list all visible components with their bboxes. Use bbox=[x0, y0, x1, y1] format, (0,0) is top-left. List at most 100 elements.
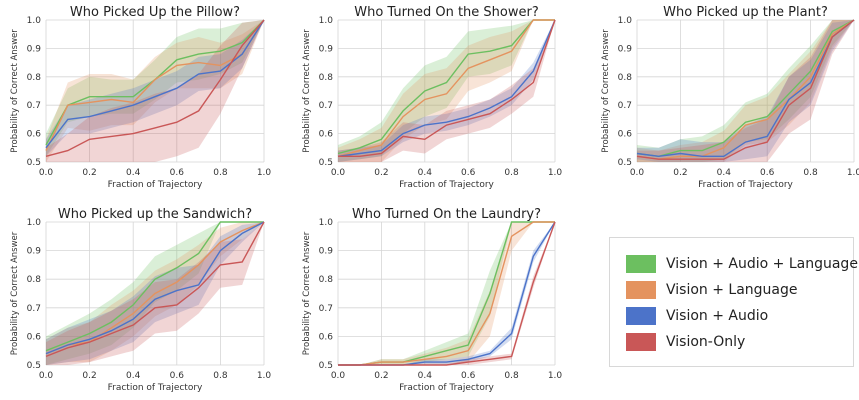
line-vision-language bbox=[45, 221, 265, 355]
series-lines bbox=[45, 221, 265, 358]
y-tick-label: 0.9 bbox=[27, 247, 42, 257]
x-tick-label: 0.2 bbox=[374, 371, 388, 381]
y-tick-label: 1.0 bbox=[319, 16, 334, 26]
y-tick-label: 0.6 bbox=[319, 130, 334, 140]
y-tick-label: 1.0 bbox=[618, 16, 633, 26]
x-tick-label: 0.6 bbox=[170, 371, 185, 381]
legend-swatch-vision-only bbox=[626, 333, 656, 351]
confidence-bands bbox=[637, 20, 854, 162]
y-tick-label: 0.5 bbox=[319, 158, 333, 168]
y-tick-label: 0.9 bbox=[319, 247, 334, 257]
y-tick-label: 0.7 bbox=[618, 101, 632, 111]
x-tick-label: 0.4 bbox=[418, 371, 433, 381]
legend-label-vision-language: Vision + Language bbox=[666, 282, 798, 298]
x-tick-label: 1.0 bbox=[548, 371, 563, 381]
legend-swatch-vision-language bbox=[626, 281, 656, 299]
line-vision-language bbox=[338, 221, 555, 366]
x-tick-label: 0.6 bbox=[461, 371, 476, 381]
y-axis-label: Probability of Correct Answer bbox=[10, 29, 20, 153]
x-tick-label: 0.2 bbox=[82, 371, 96, 381]
band-vision-only bbox=[637, 20, 854, 162]
band-vision-audio-language bbox=[46, 20, 264, 157]
y-tick-label: 0.8 bbox=[319, 275, 334, 285]
chart-panel-1: 0.0 0.2 0.4 0.6 0.8 1.0 0.5 0.6 0.7 0.8 0.9 1.0 Who … bbox=[10, 5, 271, 190]
x-tick-label: 0.6 bbox=[760, 168, 775, 178]
y-tick-label: 0.8 bbox=[319, 73, 334, 83]
x-axis-label: Fraction of Trajectory bbox=[399, 180, 494, 190]
series-lines bbox=[636, 19, 855, 160]
chart-panel-5: 0.0 0.2 0.4 0.6 0.8 1.0 0.5 0.6 0.7 0.8 0.9 1.0 Who … bbox=[302, 207, 562, 393]
y-tick-label: 0.6 bbox=[618, 130, 633, 140]
x-tick-label: 0.0 bbox=[331, 168, 346, 178]
legend-item-vision-only: Vision-Only bbox=[626, 331, 745, 353]
legend-label-vision-only: Vision-Only bbox=[666, 334, 746, 350]
x-tick-label: 0.6 bbox=[170, 168, 185, 178]
chart-title: Who Picked up the Sandwich? bbox=[58, 207, 252, 222]
series-lines bbox=[337, 19, 556, 158]
chart-panel-4: 0.0 0.2 0.4 0.6 0.8 1.0 0.5 0.6 0.7 0.8 0.9 1.0 Who … bbox=[10, 207, 271, 393]
legend-item-vision-audio-language: Vision + Audio + Language bbox=[626, 253, 858, 275]
line-vision-language bbox=[337, 19, 555, 157]
y-tick-label: 0.7 bbox=[319, 101, 333, 111]
line-vision-language bbox=[636, 19, 855, 160]
series-lines bbox=[45, 19, 265, 157]
chart-title: Who Picked Up the Pillow? bbox=[70, 5, 240, 20]
x-tick-label: 0.4 bbox=[418, 168, 433, 178]
y-tick-label: 0.8 bbox=[27, 73, 42, 83]
line-vision-audio-language bbox=[636, 19, 855, 158]
line-vision-audio-language bbox=[337, 19, 555, 155]
confidence-bands bbox=[46, 20, 264, 162]
x-tick-label: 0.8 bbox=[803, 168, 818, 178]
line-vision-audio bbox=[636, 19, 855, 158]
y-tick-label: 1.0 bbox=[27, 16, 42, 26]
x-tick-label: 0.0 bbox=[39, 168, 54, 178]
x-tick-label: 0.4 bbox=[126, 168, 141, 178]
x-tick-label: 0.0 bbox=[39, 371, 54, 381]
x-tick-label: 0.8 bbox=[213, 168, 228, 178]
line-vision-only bbox=[45, 221, 265, 358]
legend-item-vision-audio: Vision + Audio bbox=[626, 305, 768, 327]
x-tick-label: 0.4 bbox=[717, 168, 732, 178]
x-tick-label: 0.4 bbox=[126, 371, 141, 381]
x-tick-label: 0.8 bbox=[213, 371, 228, 381]
y-tick-label: 0.5 bbox=[319, 361, 333, 371]
y-tick-label: 0.7 bbox=[27, 304, 41, 314]
legend-swatch-vision-audio-language bbox=[626, 255, 656, 273]
y-tick-label: 0.9 bbox=[27, 44, 42, 54]
x-tick-label: 0.8 bbox=[504, 371, 519, 381]
y-tick-label: 0.7 bbox=[27, 101, 41, 111]
x-axis-label: Fraction of Trajectory bbox=[698, 180, 793, 190]
x-tick-label: 0.8 bbox=[504, 168, 519, 178]
chart-title: Who Picked up the Plant? bbox=[663, 5, 828, 20]
line-vision-language bbox=[45, 19, 265, 151]
legend-item-vision-language: Vision + Language bbox=[626, 279, 798, 301]
line-vision-only bbox=[338, 19, 556, 158]
legend-label-vision-audio: Vision + Audio bbox=[666, 308, 769, 324]
x-tick-label: 0.2 bbox=[374, 168, 388, 178]
x-tick-label: 0.0 bbox=[331, 371, 346, 381]
x-tick-label: 1.0 bbox=[257, 168, 272, 178]
x-tick-label: 1.0 bbox=[847, 168, 859, 178]
x-tick-label: 1.0 bbox=[548, 168, 563, 178]
y-tick-label: 1.0 bbox=[319, 218, 334, 228]
y-tick-label: 0.9 bbox=[618, 44, 633, 54]
band-vision-audio bbox=[46, 20, 264, 157]
y-tick-label: 0.8 bbox=[618, 73, 633, 83]
x-tick-label: 0.0 bbox=[630, 168, 645, 178]
legend-label-vision-audio-language: Vision + Audio + Language bbox=[666, 256, 858, 272]
chart-panel-2: 0.0 0.2 0.4 0.6 0.8 1.0 0.5 0.6 0.7 0.8 0.9 1.0 Who … bbox=[302, 5, 562, 190]
y-tick-label: 0.7 bbox=[319, 304, 333, 314]
y-tick-label: 0.5 bbox=[27, 158, 41, 168]
y-tick-label: 0.6 bbox=[319, 332, 334, 342]
y-axis-label: Probability of Correct Answer bbox=[302, 231, 312, 355]
x-axis-label: Fraction of Trajectory bbox=[108, 383, 203, 393]
y-axis-label: Probability of Correct Answer bbox=[10, 231, 20, 355]
y-tick-label: 0.6 bbox=[27, 130, 42, 140]
line-vision-only bbox=[636, 19, 855, 160]
y-tick-label: 0.9 bbox=[319, 44, 334, 54]
line-vision-audio-language bbox=[45, 221, 264, 352]
line-vision-audio bbox=[337, 19, 556, 157]
y-axis-label: Probability of Correct Answer bbox=[302, 29, 312, 153]
x-tick-label: 0.6 bbox=[461, 168, 476, 178]
